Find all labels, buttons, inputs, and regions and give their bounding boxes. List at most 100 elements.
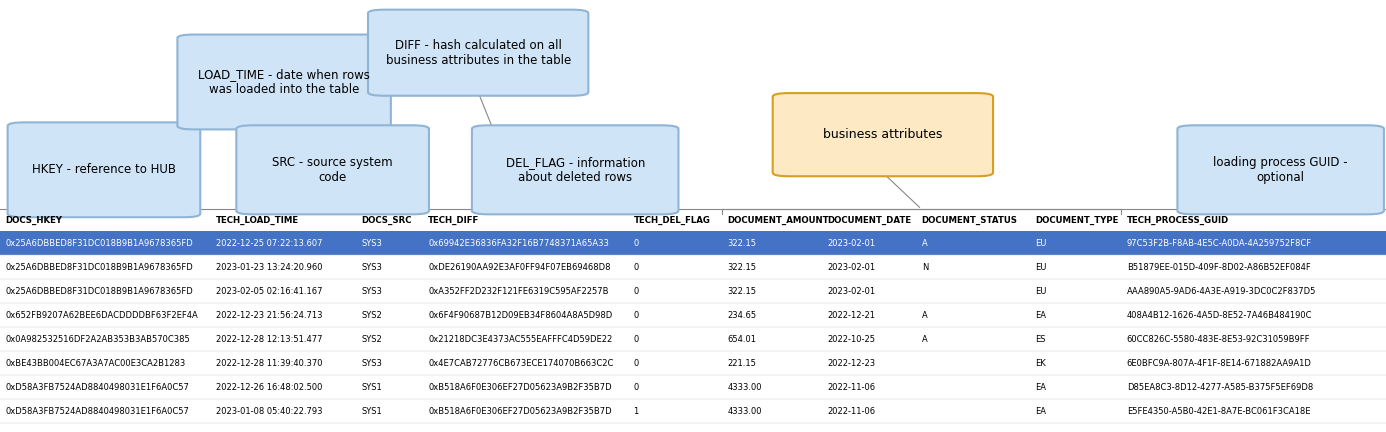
Text: EU: EU — [1035, 263, 1046, 272]
Text: 0: 0 — [633, 359, 639, 368]
Text: SYS1: SYS1 — [362, 407, 383, 416]
Text: DOCUMENT_TYPE: DOCUMENT_TYPE — [1035, 216, 1119, 225]
Text: 0x0A982532516DF2A2AB353B3AB570C385: 0x0A982532516DF2A2AB353B3AB570C385 — [6, 335, 190, 344]
Text: EA: EA — [1035, 407, 1046, 416]
Text: A: A — [922, 239, 927, 248]
Text: DOCUMENT_STATUS: DOCUMENT_STATUS — [922, 216, 1017, 225]
Text: HKEY - reference to HUB: HKEY - reference to HUB — [32, 163, 176, 176]
Text: ES: ES — [1035, 335, 1046, 344]
Text: SYS2: SYS2 — [362, 335, 383, 344]
Text: 0x69942E36836FA32F16B7748371A65A33: 0x69942E36836FA32F16B7748371A65A33 — [428, 239, 610, 248]
Text: 0xDE26190AA92E3AF0FF94F07EB69468D8: 0xDE26190AA92E3AF0FF94F07EB69468D8 — [428, 263, 611, 272]
Text: 0xB518A6F0E306EF27D05623A9B2F35B7D: 0xB518A6F0E306EF27D05623A9B2F35B7D — [428, 383, 611, 392]
Text: 2022-12-26 16:48:02.500: 2022-12-26 16:48:02.500 — [216, 383, 323, 392]
Text: 2022-12-21: 2022-12-21 — [827, 311, 876, 320]
Text: EA: EA — [1035, 311, 1046, 320]
Text: TECH_PROCESS_GUID: TECH_PROCESS_GUID — [1127, 216, 1229, 225]
Text: DEL_FLAG - information
about deleted rows: DEL_FLAG - information about deleted row… — [506, 156, 644, 184]
Text: 234.65: 234.65 — [728, 311, 757, 320]
Text: A: A — [922, 311, 927, 320]
Text: SYS1: SYS1 — [362, 383, 383, 392]
Text: 0: 0 — [633, 239, 639, 248]
Text: SYS3: SYS3 — [362, 359, 383, 368]
Text: 0x6F4F90687B12D09EB34F8604A8A5D98D: 0x6F4F90687B12D09EB34F8604A8A5D98D — [428, 311, 613, 320]
Text: 2022-12-23: 2022-12-23 — [827, 359, 876, 368]
Text: 322.15: 322.15 — [728, 239, 757, 248]
Text: 0x21218DC3E4373AC555EAFFFC4D59DE22: 0x21218DC3E4373AC555EAFFFC4D59DE22 — [428, 335, 613, 344]
Text: 322.15: 322.15 — [728, 263, 757, 272]
Bar — [0, 231, 1386, 255]
Text: 2023-02-01: 2023-02-01 — [827, 287, 876, 296]
FancyBboxPatch shape — [367, 10, 588, 96]
Text: TECH_DIFF: TECH_DIFF — [428, 216, 480, 225]
Text: 0: 0 — [633, 311, 639, 320]
Text: 0xD58A3FB7524AD8840498031E1F6A0C57: 0xD58A3FB7524AD8840498031E1F6A0C57 — [6, 383, 190, 392]
Text: 0x652FB9207A62BEE6DACDDDDBF63F2EF4A: 0x652FB9207A62BEE6DACDDDDBF63F2EF4A — [6, 311, 198, 320]
Text: 6E0BFC9A-807A-4F1F-8E14-671882AA9A1D: 6E0BFC9A-807A-4F1F-8E14-671882AA9A1D — [1127, 359, 1311, 368]
Text: SRC - source system
code: SRC - source system code — [272, 156, 394, 184]
Text: 2023-01-08 05:40:22.793: 2023-01-08 05:40:22.793 — [216, 407, 323, 416]
Text: D85EA8C3-8D12-4277-A585-B375F5EF69D8: D85EA8C3-8D12-4277-A585-B375F5EF69D8 — [1127, 383, 1313, 392]
Text: DOCS_HKEY: DOCS_HKEY — [6, 216, 62, 225]
Text: SYS3: SYS3 — [362, 287, 383, 296]
Text: A: A — [922, 335, 927, 344]
Text: 2022-12-25 07:22:13.607: 2022-12-25 07:22:13.607 — [216, 239, 323, 248]
Text: business attributes: business attributes — [823, 128, 942, 141]
Text: DOCUMENT_AMOUNT: DOCUMENT_AMOUNT — [728, 216, 829, 225]
Text: DOCUMENT_DATE: DOCUMENT_DATE — [827, 216, 912, 225]
Text: 221.15: 221.15 — [728, 359, 757, 368]
Text: EK: EK — [1035, 359, 1046, 368]
FancyBboxPatch shape — [471, 125, 678, 214]
Text: 0: 0 — [633, 287, 639, 296]
Text: loading process GUID -
optional: loading process GUID - optional — [1213, 156, 1349, 184]
Text: 0: 0 — [633, 383, 639, 392]
Text: B51879EE-015D-409F-8D02-A86B52EF084F: B51879EE-015D-409F-8D02-A86B52EF084F — [1127, 263, 1311, 272]
Text: 2023-01-23 13:24:20.960: 2023-01-23 13:24:20.960 — [216, 263, 323, 272]
Text: TECH_LOAD_TIME: TECH_LOAD_TIME — [216, 216, 299, 225]
Text: 2022-12-28 11:39:40.370: 2022-12-28 11:39:40.370 — [216, 359, 323, 368]
Text: 0xA352FF2D232F121FE6319C595AF2257B: 0xA352FF2D232F121FE6319C595AF2257B — [428, 287, 608, 296]
Text: E5FE4350-A5B0-42E1-8A7E-BC061F3CA18E: E5FE4350-A5B0-42E1-8A7E-BC061F3CA18E — [1127, 407, 1310, 416]
FancyBboxPatch shape — [236, 125, 430, 214]
FancyBboxPatch shape — [1178, 125, 1383, 214]
Text: 0: 0 — [633, 335, 639, 344]
Text: 0x25A6DBBED8F31DC018B9B1A9678365FD: 0x25A6DBBED8F31DC018B9B1A9678365FD — [6, 239, 193, 248]
Text: TECH_DEL_FLAG: TECH_DEL_FLAG — [633, 216, 710, 225]
Text: 0xD58A3FB7524AD8840498031E1F6A0C57: 0xD58A3FB7524AD8840498031E1F6A0C57 — [6, 407, 190, 416]
Text: 60CC826C-5580-483E-8E53-92C31059B9FF: 60CC826C-5580-483E-8E53-92C31059B9FF — [1127, 335, 1310, 344]
Text: 2022-10-25: 2022-10-25 — [827, 335, 876, 344]
Text: AAA890A5-9AD6-4A3E-A919-3DC0C2F837D5: AAA890A5-9AD6-4A3E-A919-3DC0C2F837D5 — [1127, 287, 1317, 296]
Text: 0: 0 — [633, 263, 639, 272]
Text: 654.01: 654.01 — [728, 335, 757, 344]
Text: SYS2: SYS2 — [362, 311, 383, 320]
Text: 0xBE43BB004EC67A3A7AC00E3CA2B1283: 0xBE43BB004EC67A3A7AC00E3CA2B1283 — [6, 359, 186, 368]
Text: 0x4E7CAB72776CB673ECE174070B663C2C: 0x4E7CAB72776CB673ECE174070B663C2C — [428, 359, 614, 368]
Text: 1: 1 — [633, 407, 639, 416]
Text: 2022-11-06: 2022-11-06 — [827, 383, 876, 392]
Text: 2023-02-01: 2023-02-01 — [827, 263, 876, 272]
Text: 2022-11-06: 2022-11-06 — [827, 407, 876, 416]
Text: EU: EU — [1035, 239, 1046, 248]
Text: 97C53F2B-F8AB-4E5C-A0DA-4A259752F8CF: 97C53F2B-F8AB-4E5C-A0DA-4A259752F8CF — [1127, 239, 1313, 248]
Text: DOCS_SRC: DOCS_SRC — [362, 216, 412, 225]
Text: 4333.00: 4333.00 — [728, 407, 762, 416]
Text: 4333.00: 4333.00 — [728, 383, 762, 392]
FancyBboxPatch shape — [177, 35, 391, 130]
Text: 408A4B12-1626-4A5D-8E52-7A46B484190C: 408A4B12-1626-4A5D-8E52-7A46B484190C — [1127, 311, 1313, 320]
Text: 0x25A6DBBED8F31DC018B9B1A9678365FD: 0x25A6DBBED8F31DC018B9B1A9678365FD — [6, 263, 193, 272]
FancyBboxPatch shape — [773, 93, 992, 176]
Text: 2023-02-05 02:16:41.167: 2023-02-05 02:16:41.167 — [216, 287, 323, 296]
Text: SYS3: SYS3 — [362, 263, 383, 272]
Text: EA: EA — [1035, 383, 1046, 392]
Text: 0xB518A6F0E306EF27D05623A9B2F35B7D: 0xB518A6F0E306EF27D05623A9B2F35B7D — [428, 407, 611, 416]
Text: EU: EU — [1035, 287, 1046, 296]
Text: 2023-02-01: 2023-02-01 — [827, 239, 876, 248]
FancyBboxPatch shape — [7, 122, 201, 217]
Text: 0x25A6DBBED8F31DC018B9B1A9678365FD: 0x25A6DBBED8F31DC018B9B1A9678365FD — [6, 287, 193, 296]
Text: 2022-12-28 12:13:51.477: 2022-12-28 12:13:51.477 — [216, 335, 323, 344]
Text: SYS3: SYS3 — [362, 239, 383, 248]
Text: LOAD_TIME - date when rows
was loaded into the table: LOAD_TIME - date when rows was loaded in… — [198, 68, 370, 96]
Text: 2022-12-23 21:56:24.713: 2022-12-23 21:56:24.713 — [216, 311, 323, 320]
Text: 322.15: 322.15 — [728, 287, 757, 296]
Text: N: N — [922, 263, 929, 272]
